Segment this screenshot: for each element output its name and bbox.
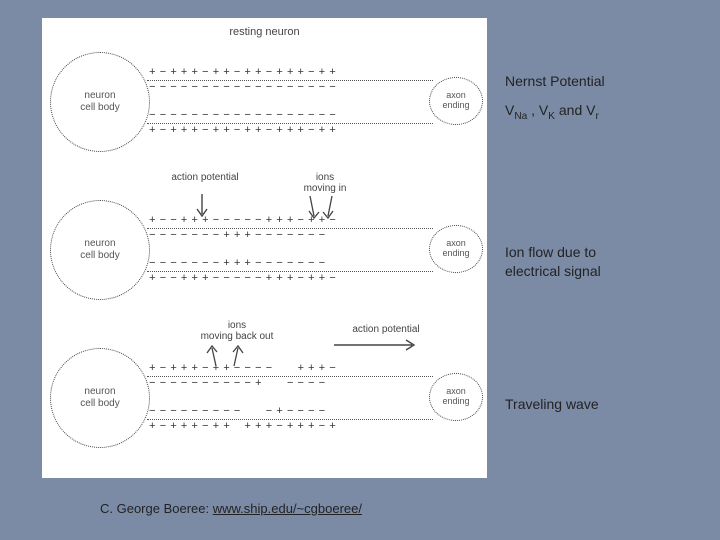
axon-membrane-bot xyxy=(147,123,433,124)
charges-inside-bot: −−−−−−−−− −+−−−− xyxy=(149,406,431,418)
axon-ending-label: axonending xyxy=(442,239,469,259)
axon: +−+++−++−++−+++−++ −−−−−−−−−−−−−−−−−− −−… xyxy=(147,80,433,124)
axon-membrane-top xyxy=(147,376,433,377)
charges-inside-top: −−−−−−−−−−−−−−−−−− xyxy=(149,82,431,94)
axon-membrane-bot xyxy=(147,419,433,420)
neuron-cell-body: neuroncell body xyxy=(50,348,150,448)
credit-prefix: C. George Boeree: xyxy=(100,501,213,516)
row-title: resting neuron xyxy=(42,26,487,38)
credit-line: C. George Boeree: www.ship.edu/~cgboeree… xyxy=(100,501,362,516)
charges-outside-bot: +−+++−++−++−+++−++ xyxy=(149,125,431,137)
axon-ending-label: axonending xyxy=(442,387,469,407)
charges-inside-bot: −−−−−−−−−−−−−−−−−− xyxy=(149,110,431,122)
label-ion-flow-line2: electrical signal xyxy=(505,262,601,281)
neuron-row-ap-in: action potential ionsmoving in neuroncel… xyxy=(42,172,487,322)
neuron-cell-body: neuroncell body xyxy=(50,200,150,300)
axon-ending: axonending xyxy=(429,373,483,421)
charges-outside-top: +−+++−++−−−− +++− xyxy=(149,363,431,375)
charges-inside-top: −−−−−−−+++−−−−−−− xyxy=(149,230,431,242)
axon: +−−+++−−−−−+++−++− −−−−−−−+++−−−−−−− −−−… xyxy=(147,228,433,272)
axon-membrane-top xyxy=(147,80,433,81)
charges-outside-top: +−−+++−−−−−+++−++− xyxy=(149,215,431,227)
label-traveling-wave: Traveling wave xyxy=(505,395,599,414)
label-wave-line1: Traveling wave xyxy=(505,395,599,414)
annotation-action-potential: action potential xyxy=(336,324,436,335)
credit-link[interactable]: www.ship.edu/~cgboeree/ xyxy=(213,501,362,516)
annotation-action-potential: action potential xyxy=(160,172,250,183)
diagram-panel: resting neuron neuroncell body +−+++−++−… xyxy=(42,18,487,478)
neuron-cell-body: neuroncell body xyxy=(50,52,150,152)
label-ion-flow: Ion flow due to electrical signal xyxy=(505,243,601,281)
cell-body-label: neuroncell body xyxy=(80,90,119,114)
neuron-row-ap-out: ionsmoving back out action potential neu… xyxy=(42,320,487,470)
label-nernst-line2: VNa , VK and Vr xyxy=(505,101,605,123)
arrow-right-icon xyxy=(332,338,422,352)
side-labels: Nernst Potential VNa , VK and Vr Ion flo… xyxy=(505,0,705,540)
charges-outside-bot: +−+++−++ +++−+++−+ xyxy=(149,421,431,433)
axon-ending: axonending xyxy=(429,77,483,125)
charges-outside-top: +−+++−++−++−+++−++ xyxy=(149,67,431,79)
axon-membrane-bot xyxy=(147,271,433,272)
annotation-ions-out: ionsmoving back out xyxy=(182,320,292,342)
axon-ending: axonending xyxy=(429,225,483,273)
annotation-ions-in: ionsmoving in xyxy=(290,172,360,194)
neuron-row-resting: resting neuron neuroncell body +−+++−++−… xyxy=(42,24,487,174)
slide: resting neuron neuroncell body +−+++−++−… xyxy=(0,0,720,540)
charges-inside-top: −−−−−−−−−−+ −−−− xyxy=(149,378,431,390)
axon: +−+++−++−−−− +++− −−−−−−−−−−+ −−−− −−−−−… xyxy=(147,376,433,420)
label-nernst: Nernst Potential VNa , VK and Vr xyxy=(505,72,605,123)
charges-inside-bot: −−−−−−−+++−−−−−−− xyxy=(149,258,431,270)
cell-body-label: neuroncell body xyxy=(80,386,119,410)
label-nernst-line1: Nernst Potential xyxy=(505,72,605,91)
charges-outside-bot: +−−+++−−−−−+++−++− xyxy=(149,273,431,285)
axon-ending-label: axonending xyxy=(442,91,469,111)
label-ion-flow-line1: Ion flow due to xyxy=(505,243,601,262)
axon-membrane-top xyxy=(147,228,433,229)
cell-body-label: neuroncell body xyxy=(80,238,119,262)
